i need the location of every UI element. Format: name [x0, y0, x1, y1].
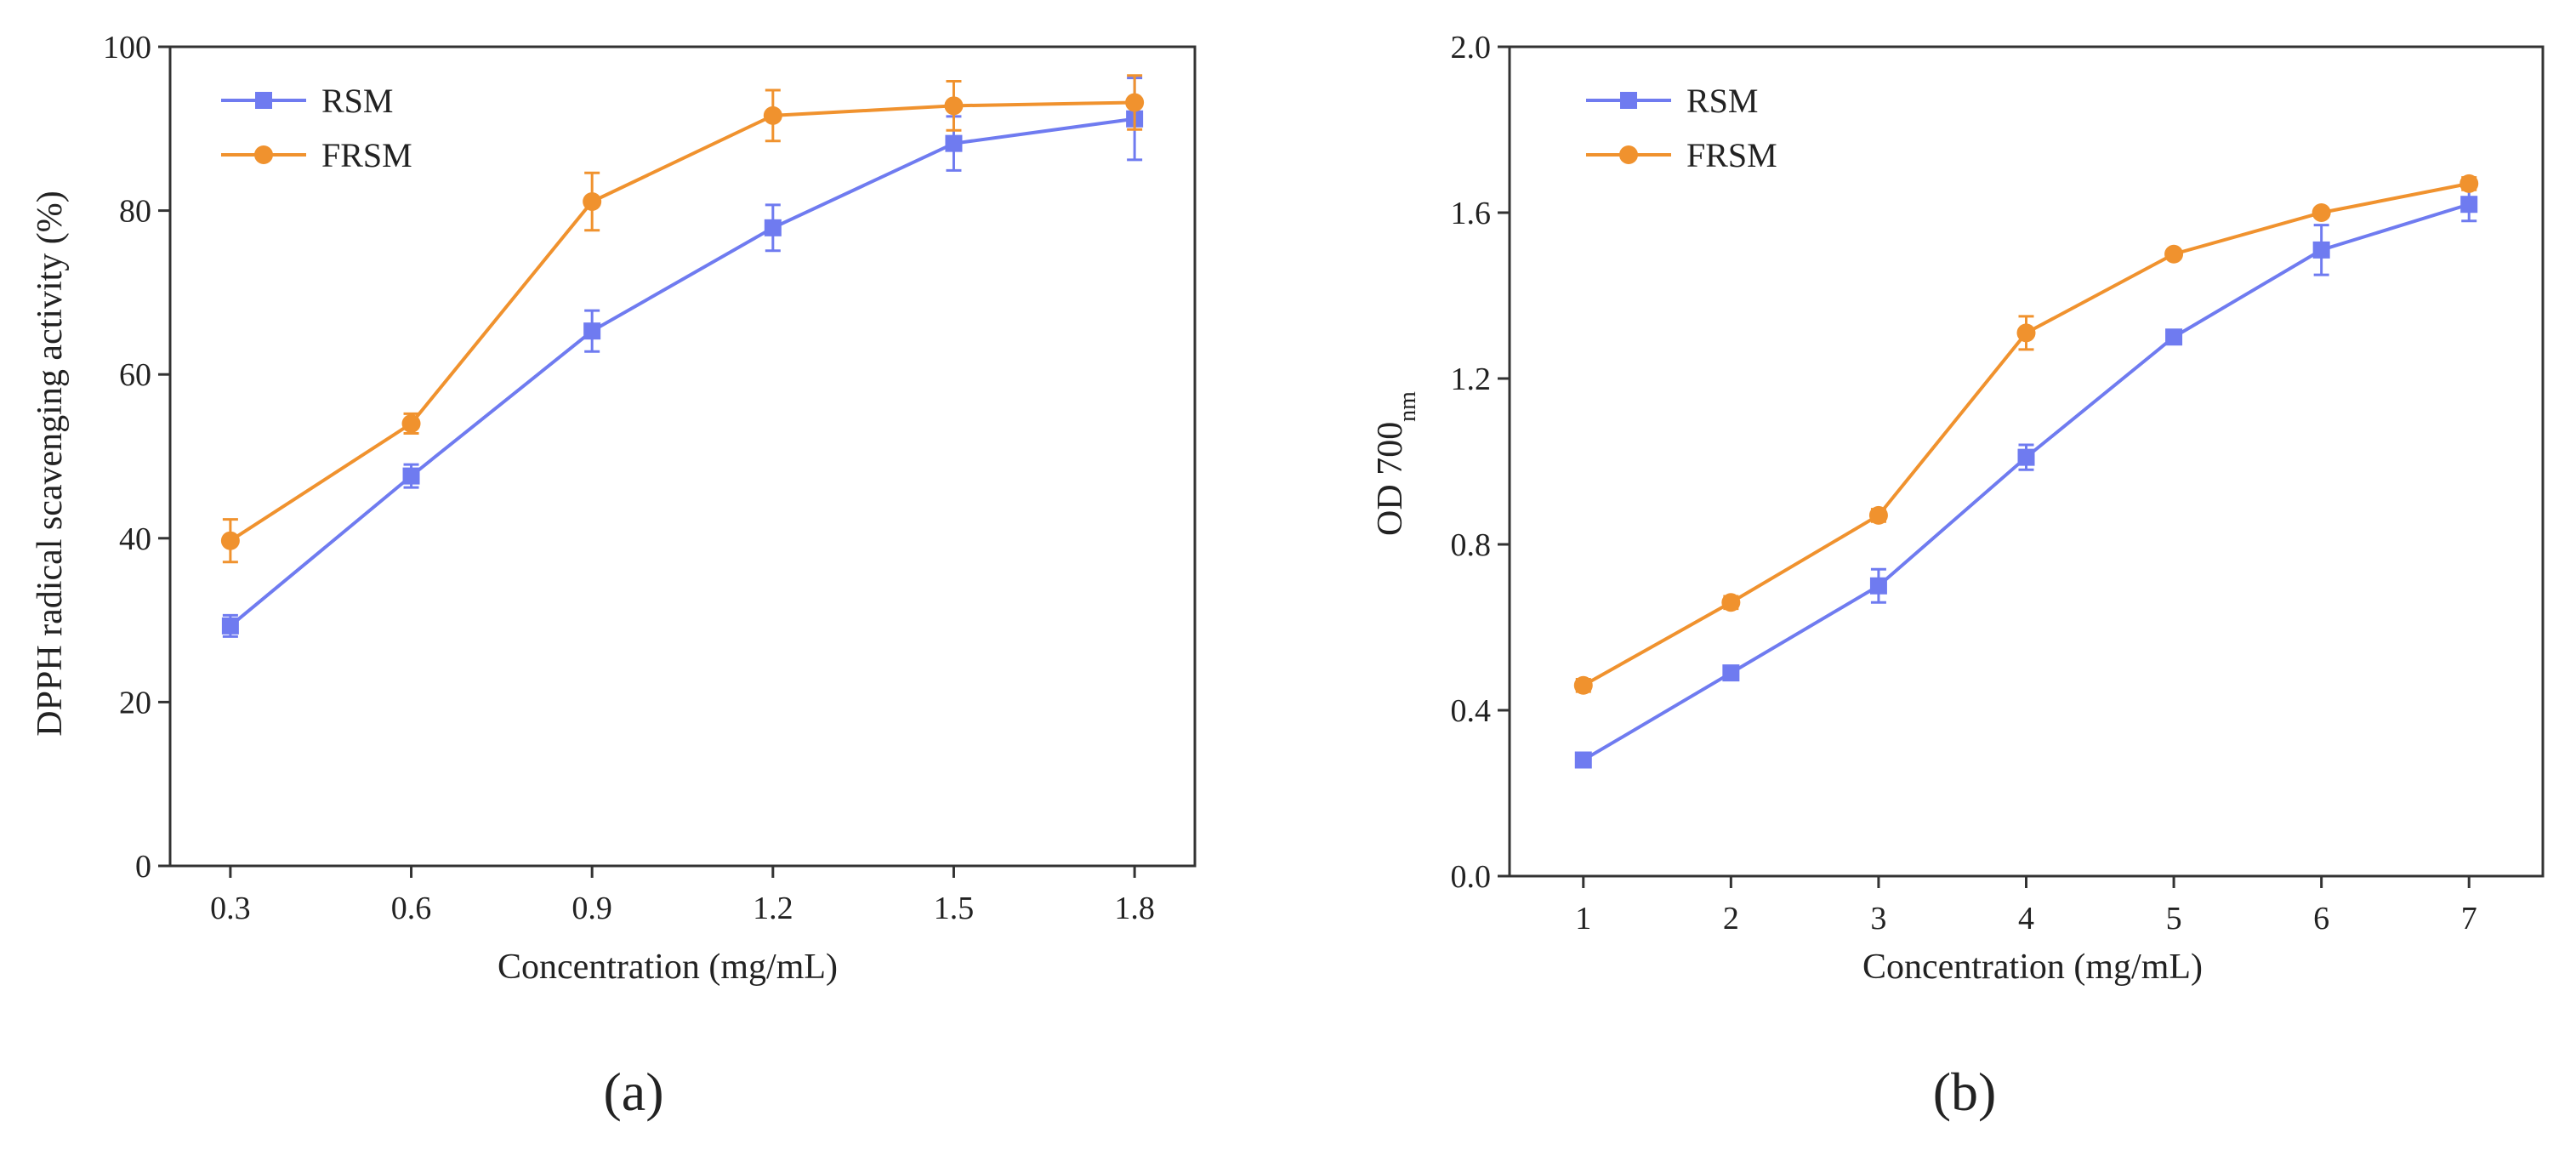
plot-frame-a: [168, 45, 1197, 868]
y-tick-label-a: 40: [119, 521, 151, 557]
data-point-rsm: [402, 467, 420, 485]
legend-marker-frsm: [1619, 145, 1638, 164]
y-axis-label-b-main: OD 700: [1371, 422, 1410, 536]
y-tick-label-a: 0: [135, 849, 151, 885]
x-tick-label-b: 1: [1575, 901, 1591, 937]
y-axis-label-b: OD 700nm: [1371, 391, 1421, 536]
legend-label-rsm: RSM: [321, 82, 394, 120]
y-tick-label-b: 0.8: [1451, 527, 1492, 563]
legend-label-frsm: FRSM: [1686, 136, 1777, 174]
data-point-frsm: [1868, 505, 1888, 525]
y-axis-label-b-sub: nm: [1395, 391, 1421, 422]
chart-panel-b: OD 700nm Concentration (mg/mL) (b) 0.0 0.…: [1371, 30, 2545, 1122]
x-tick-label-a: 0.6: [391, 891, 432, 926]
x-tick-label-a: 1.5: [934, 891, 975, 926]
data-point-frsm: [763, 105, 782, 125]
data-point-rsm: [2460, 196, 2478, 213]
y-tick-label-a: 80: [119, 194, 151, 230]
x-tick-label-b: 5: [2166, 901, 2182, 937]
data-point-frsm: [2312, 203, 2331, 222]
x-tick-label-b: 7: [2461, 901, 2477, 937]
data-point-rsm: [764, 219, 782, 236]
x-tick-label-a: 0.3: [210, 891, 251, 926]
x-tick-label-b: 3: [1870, 901, 1886, 937]
series-line-frsm: [1582, 181, 2470, 687]
chart-panel-a: DPPH radical scavenging activity (%) Con…: [31, 30, 1197, 1122]
panel-label-a: (a): [603, 1062, 663, 1122]
y-tick-label-b: 1.2: [1451, 362, 1492, 397]
y-tick-label-b: 1.6: [1451, 196, 1492, 231]
y-tick-label-a: 100: [103, 30, 151, 65]
data-point-rsm: [2017, 448, 2035, 466]
y-tick-label-a: 60: [119, 357, 151, 393]
x-tick-label-a: 0.9: [571, 891, 612, 926]
series-line-frsm: [229, 100, 1135, 543]
x-tick-label-b: 4: [2018, 901, 2034, 937]
panel-label-b: (b): [1933, 1062, 1997, 1122]
y-tick-label-b: 2.0: [1451, 30, 1492, 65]
data-point-frsm: [220, 531, 240, 550]
data-point-frsm: [1125, 93, 1145, 112]
data-point-rsm: [945, 134, 963, 152]
data-point-frsm: [583, 192, 602, 212]
legend-label-rsm: RSM: [1686, 82, 1759, 120]
x-axis-label-b: Concentration (mg/mL): [1862, 948, 2203, 987]
legend-marker-rsm: [1620, 92, 1637, 109]
y-axis-label-a: DPPH radical scavenging activity (%): [31, 191, 70, 736]
x-tick-label-a: 1.2: [753, 891, 793, 926]
data-point-rsm: [583, 322, 601, 340]
data-point-rsm: [221, 617, 239, 635]
data-point-rsm: [2165, 328, 2183, 346]
data-point-frsm: [2459, 174, 2479, 193]
y-tick-label-a: 20: [119, 685, 151, 720]
legend-marker-frsm: [254, 145, 273, 164]
x-tick-label-b: 6: [2313, 901, 2329, 937]
x-tick-label-a: 1.8: [1114, 891, 1155, 926]
data-point-rsm: [2312, 241, 2330, 259]
data-point-rsm: [1722, 664, 1740, 682]
legend-label-frsm: FRSM: [321, 136, 412, 174]
data-point-frsm: [2164, 244, 2184, 264]
series-line-rsm: [229, 117, 1135, 628]
data-point-frsm: [2016, 323, 2036, 343]
data-point-rsm: [1574, 751, 1592, 769]
data-point-frsm: [944, 96, 964, 116]
series-line-rsm: [1582, 202, 2470, 762]
x-axis-label-a: Concentration (mg/mL): [498, 948, 838, 987]
y-tick-label-b: 0.0: [1451, 859, 1492, 895]
data-point-frsm: [1721, 593, 1741, 612]
data-point-frsm: [401, 413, 421, 433]
y-tick-label-b: 0.4: [1451, 693, 1492, 729]
legend-marker-rsm: [255, 92, 272, 109]
data-point-rsm: [1869, 577, 1887, 595]
data-point-frsm: [1573, 675, 1593, 695]
x-tick-label-b: 2: [1723, 901, 1739, 937]
